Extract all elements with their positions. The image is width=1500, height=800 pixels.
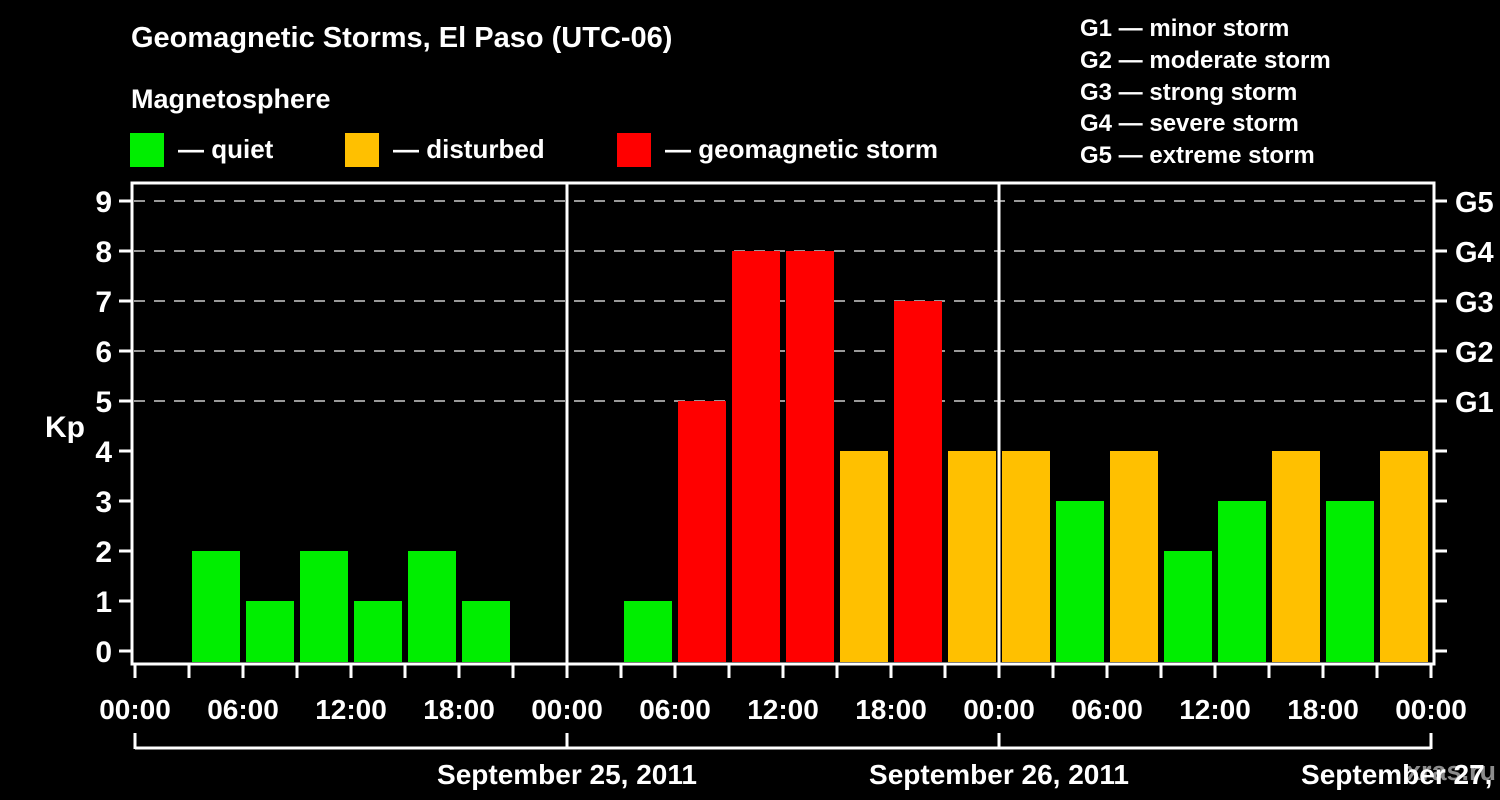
g-scale-label: G2 bbox=[1455, 337, 1494, 369]
y-tick-label: 8 bbox=[95, 236, 112, 269]
y-tick-label: 9 bbox=[95, 186, 112, 219]
kp-bar bbox=[1002, 451, 1050, 662]
legend-heading: Magnetosphere bbox=[131, 84, 331, 114]
kp-bar bbox=[624, 601, 672, 662]
y-tick-label: 3 bbox=[95, 486, 112, 519]
quiet-color-swatch-icon bbox=[130, 132, 164, 167]
kp-bar bbox=[1056, 501, 1104, 662]
y-tick-label: 2 bbox=[95, 536, 112, 569]
kp-bar bbox=[354, 601, 402, 662]
x-tick-label: 00:00 bbox=[1395, 694, 1467, 725]
y-tick-label: 0 bbox=[95, 636, 112, 669]
kp-bar bbox=[1164, 551, 1212, 662]
x-tick-label: 12:00 bbox=[747, 694, 819, 725]
storm-scale-g2: G2 — moderate storm bbox=[1080, 46, 1331, 74]
legend-item-disturbed: — disturbed bbox=[345, 132, 545, 167]
y-tick-label: 6 bbox=[95, 336, 112, 369]
x-tick-label: 06:00 bbox=[207, 694, 279, 725]
y-tick-label: 4 bbox=[95, 436, 112, 469]
day-brackets: September 25, 2011 September 26, 2011 Sept… bbox=[133, 733, 1500, 790]
kp-bar bbox=[678, 401, 726, 662]
kp-bar bbox=[300, 551, 348, 662]
disturbed-color-swatch-icon bbox=[345, 132, 379, 167]
date-label: September 25, 2011 bbox=[437, 759, 697, 790]
kp-bar bbox=[1110, 451, 1158, 662]
x-tick-label: 06:00 bbox=[1071, 694, 1143, 725]
date-label: September 27, 2011 bbox=[1301, 759, 1500, 790]
x-tick-label: 18:00 bbox=[855, 694, 927, 725]
kp-bar bbox=[1326, 501, 1374, 662]
x-tick-label: 18:00 bbox=[1287, 694, 1359, 725]
x-tick-label: 00:00 bbox=[531, 694, 603, 725]
kp-bars bbox=[192, 251, 1428, 662]
date-label: September 26, 2011 bbox=[869, 759, 1129, 790]
y-tick-label: 7 bbox=[95, 286, 112, 319]
kp-bar bbox=[408, 551, 456, 662]
x-tick-label: 00:00 bbox=[963, 694, 1035, 725]
legend-item-label: — geomagnetic storm bbox=[665, 134, 939, 164]
legend-item-label: — quiet bbox=[178, 134, 274, 164]
grid-lines bbox=[134, 200, 1432, 402]
x-tick-label: 12:00 bbox=[1179, 694, 1251, 725]
g-scale-label: G1 bbox=[1455, 387, 1494, 419]
g-scale-label: G3 bbox=[1455, 287, 1494, 319]
watermark: xras.ru bbox=[1405, 756, 1496, 786]
chart-title: Geomagnetic Storms, El Paso (UTC-06) bbox=[131, 22, 673, 54]
x-tick-label: 00:00 bbox=[99, 694, 171, 725]
g-scale-label: G4 bbox=[1455, 237, 1494, 269]
legend-item-storm: — geomagnetic storm bbox=[617, 132, 938, 167]
storm-scale-g1: G1 — minor storm bbox=[1080, 15, 1290, 42]
kp-bar bbox=[462, 601, 510, 662]
kp-bar bbox=[246, 601, 294, 662]
kp-bar bbox=[192, 551, 240, 662]
y-tick-label: 1 bbox=[95, 586, 112, 619]
kp-bar bbox=[1218, 501, 1266, 662]
x-tick-label: 06:00 bbox=[639, 694, 711, 725]
storm-scale-g3: G3 — strong storm bbox=[1080, 78, 1298, 106]
storm-scale-legend: G1 — minor storm G2 — moderate storm G3 … bbox=[1080, 13, 1331, 172]
y-tick-label: 5 bbox=[95, 386, 112, 419]
g-scale-label: G5 bbox=[1455, 187, 1494, 219]
kp-bar bbox=[894, 301, 942, 662]
right-axis: G1 G2 G3 G4 G5 bbox=[1434, 187, 1494, 653]
storm-scale-g4: G4 — severe storm bbox=[1080, 110, 1299, 138]
y-axis-title: Kp bbox=[45, 411, 85, 444]
kp-bar bbox=[1272, 451, 1320, 662]
storm-color-swatch-icon bbox=[617, 132, 651, 167]
legend-item-label: — disturbed bbox=[393, 134, 545, 164]
kp-bar bbox=[1380, 451, 1428, 662]
storm-scale-g5: G5 — extreme storm bbox=[1080, 142, 1315, 170]
x-tick-label: 12:00 bbox=[315, 694, 387, 725]
x-tick-label: 18:00 bbox=[423, 694, 495, 725]
kp-bar bbox=[840, 451, 888, 662]
legend-item-quiet: — quiet bbox=[130, 132, 273, 167]
x-axis: 00:00 06:00 12:00 18:00 00:00 06:00 12:00 18:00… bbox=[99, 664, 1467, 725]
y-axis: 0 1 2 3 4 5 6 7 8 9 Kp bbox=[45, 186, 132, 669]
kp-bar bbox=[732, 251, 780, 662]
kp-bar bbox=[786, 251, 834, 662]
kp-bar bbox=[948, 451, 996, 662]
